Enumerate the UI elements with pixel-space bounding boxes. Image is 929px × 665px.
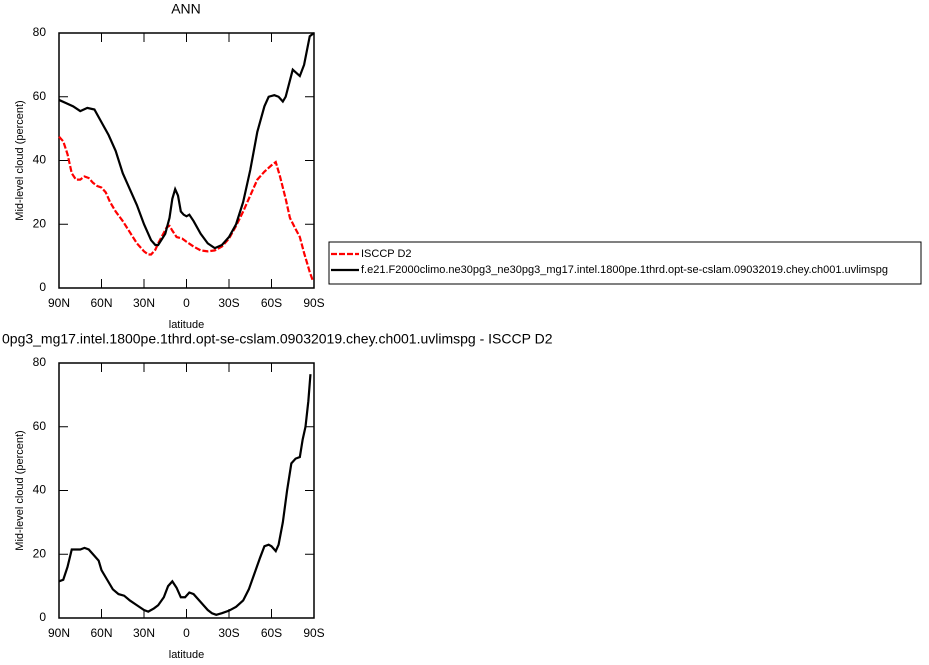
chart-title: 0pg3_mg17.intel.1800pe.1thrd.opt-se-csla… <box>2 331 553 347</box>
y-tick-label: 80 <box>33 25 47 39</box>
x-tick-label: 90S <box>303 296 324 310</box>
x-axis-label: latitude <box>169 649 204 661</box>
x-tick-label: 30N <box>133 626 155 640</box>
plot-frame <box>58 362 315 619</box>
x-tick-label: 0 <box>183 296 190 310</box>
data-line <box>58 32 315 250</box>
y-axis-label: Mid-level cloud (percent) <box>14 100 26 220</box>
plot-frame <box>58 32 315 289</box>
x-tick-label: 90N <box>48 296 70 310</box>
x-tick-label: 90N <box>48 626 70 640</box>
y-tick-label: 60 <box>33 419 47 433</box>
y-tick-label: 20 <box>33 546 47 560</box>
x-tick-label: 60S <box>261 296 282 310</box>
legend-label: f.e21.F2000climo.ne30pg3_ne30pg3_mg17.in… <box>361 264 888 276</box>
x-axis-label: latitude <box>169 319 204 331</box>
y-tick-label: 40 <box>33 153 47 167</box>
y-tick-label: 80 <box>33 355 47 369</box>
x-tick-label: 30S <box>218 626 239 640</box>
y-tick-label: 20 <box>33 216 47 230</box>
data-line <box>58 135 314 281</box>
x-tick-label: 30N <box>133 296 155 310</box>
x-tick-label: 60N <box>90 296 112 310</box>
y-tick-label: 60 <box>33 89 47 103</box>
x-tick-label: 60S <box>261 626 282 640</box>
x-tick-label: 30S <box>218 296 239 310</box>
y-tick-label: 0 <box>39 280 46 294</box>
y-tick-label: 40 <box>33 483 47 497</box>
chart-title: ANN <box>171 1 201 17</box>
x-tick-label: 60N <box>90 626 112 640</box>
legend-box <box>328 241 922 285</box>
x-tick-label: 90S <box>303 626 324 640</box>
y-tick-label: 0 <box>39 610 46 624</box>
y-axis-label: Mid-level cloud (percent) <box>14 430 26 550</box>
legend-label: ISCCP D2 <box>361 248 412 260</box>
x-tick-label: 0 <box>183 626 190 640</box>
data-line <box>58 374 312 616</box>
